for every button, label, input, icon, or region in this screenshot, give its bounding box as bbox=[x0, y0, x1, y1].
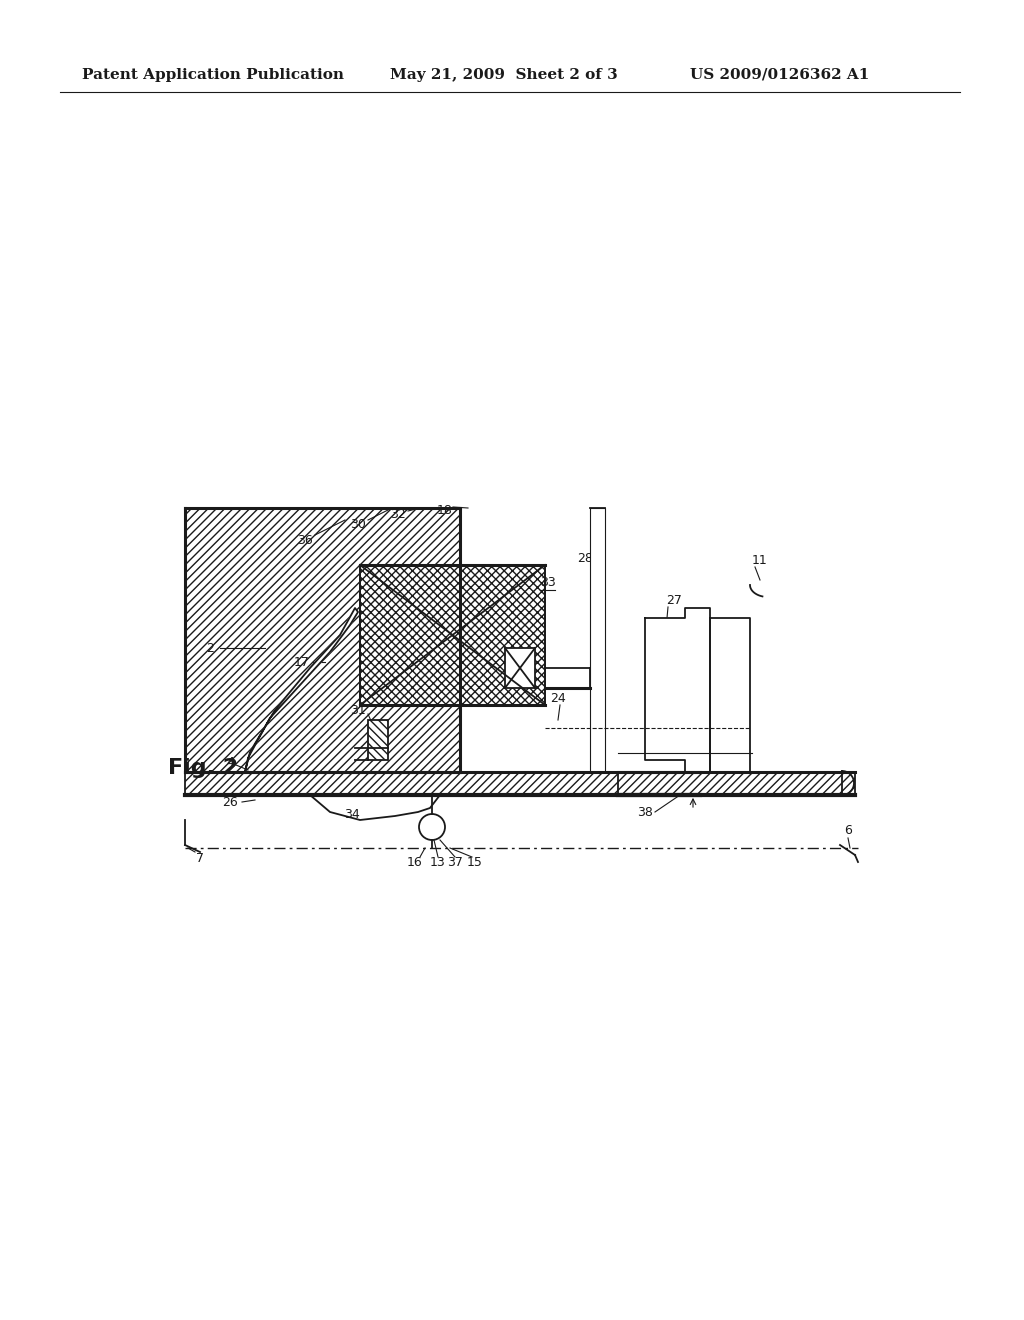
Polygon shape bbox=[368, 719, 388, 760]
Text: 24: 24 bbox=[550, 692, 566, 705]
Text: 7: 7 bbox=[196, 851, 204, 865]
Text: Fig. 2: Fig. 2 bbox=[168, 758, 239, 777]
Text: 38: 38 bbox=[637, 805, 653, 818]
Text: 2: 2 bbox=[206, 642, 214, 655]
Text: 16: 16 bbox=[408, 855, 423, 869]
Polygon shape bbox=[310, 795, 440, 820]
Polygon shape bbox=[618, 772, 855, 795]
Text: 30: 30 bbox=[350, 519, 366, 532]
Polygon shape bbox=[245, 609, 358, 772]
Polygon shape bbox=[505, 648, 535, 688]
Polygon shape bbox=[645, 609, 710, 772]
Text: 28: 28 bbox=[578, 552, 593, 565]
Text: 13: 13 bbox=[430, 855, 445, 869]
Text: 15: 15 bbox=[467, 855, 483, 869]
Text: 36: 36 bbox=[297, 533, 313, 546]
Text: 26: 26 bbox=[222, 796, 238, 808]
Circle shape bbox=[419, 814, 445, 840]
Text: 25: 25 bbox=[727, 751, 743, 764]
Polygon shape bbox=[185, 772, 700, 795]
Text: 11: 11 bbox=[752, 553, 768, 566]
Polygon shape bbox=[185, 508, 460, 772]
Text: 27: 27 bbox=[666, 594, 682, 606]
Text: Patent Application Publication: Patent Application Publication bbox=[82, 69, 344, 82]
Text: US 2009/0126362 A1: US 2009/0126362 A1 bbox=[690, 69, 869, 82]
Text: 39: 39 bbox=[692, 645, 708, 659]
Text: 6: 6 bbox=[844, 824, 852, 837]
Polygon shape bbox=[710, 618, 750, 772]
Text: May 21, 2009  Sheet 2 of 3: May 21, 2009 Sheet 2 of 3 bbox=[390, 69, 617, 82]
Text: 4: 4 bbox=[226, 755, 233, 768]
Polygon shape bbox=[590, 508, 605, 772]
Text: 34: 34 bbox=[344, 808, 359, 821]
Text: 40: 40 bbox=[505, 653, 521, 667]
Text: 29: 29 bbox=[694, 751, 710, 764]
Polygon shape bbox=[360, 565, 545, 705]
Text: 18: 18 bbox=[437, 503, 453, 516]
Text: 31: 31 bbox=[350, 704, 366, 717]
Text: 37: 37 bbox=[447, 855, 463, 869]
Text: 32: 32 bbox=[390, 508, 406, 521]
Text: 17: 17 bbox=[294, 656, 310, 668]
Text: 33: 33 bbox=[540, 576, 556, 589]
